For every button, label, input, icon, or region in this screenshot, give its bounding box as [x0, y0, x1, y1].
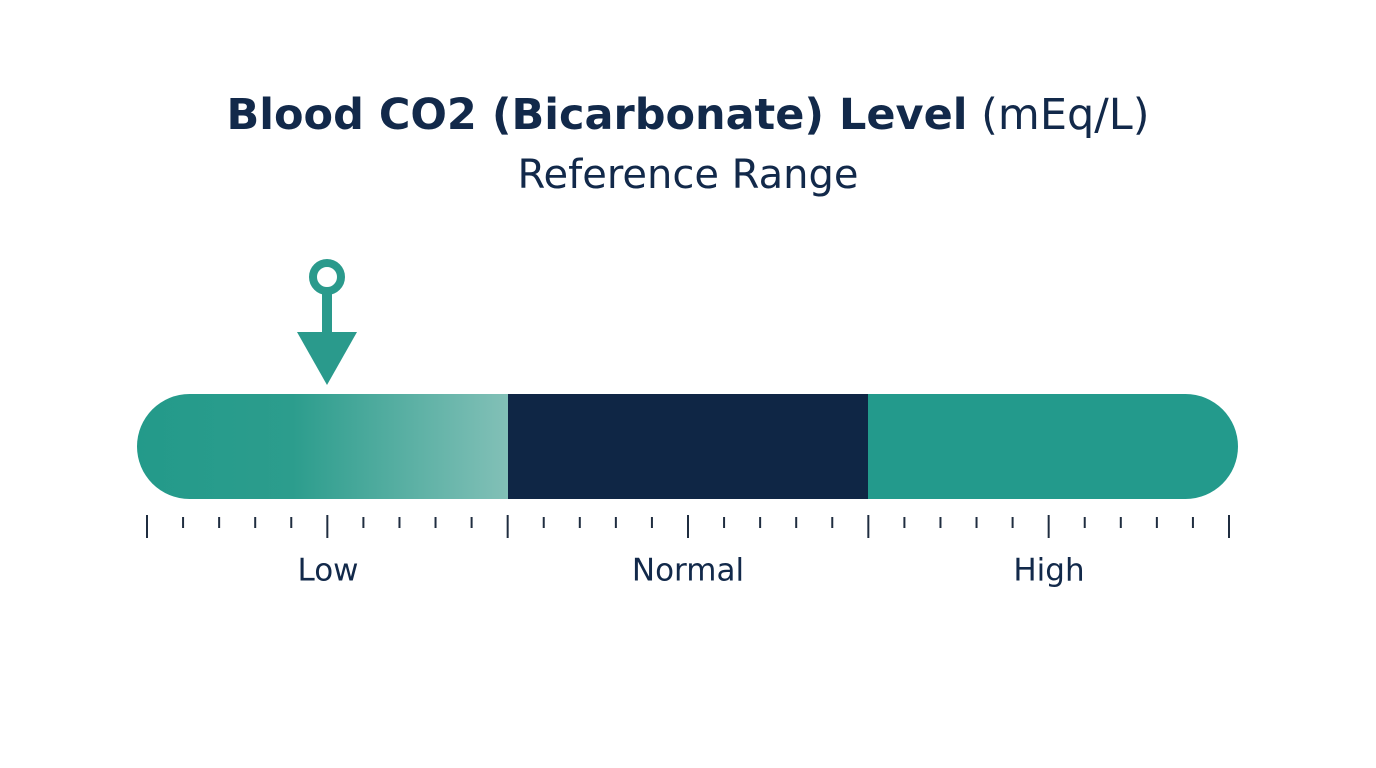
marker	[297, 259, 357, 385]
segment-label: Low	[297, 553, 358, 589]
segment-label: High	[1013, 553, 1084, 589]
unit: (mEq/L)	[981, 90, 1150, 140]
range-bar	[137, 394, 1238, 499]
subtitle: Reference Range	[517, 152, 859, 198]
marker-arrow	[297, 332, 357, 385]
tick-row	[146, 515, 1230, 538]
low-segment	[137, 394, 508, 499]
title: Blood CO2 (Bicarbonate) Level	[226, 90, 968, 140]
title-row: Blood CO2 (Bicarbonate) Level (mEq/L)	[0, 90, 1376, 140]
high-segment	[868, 394, 1238, 499]
normal-segment	[508, 394, 868, 499]
segment-label: Normal	[632, 553, 744, 589]
marker-head	[309, 259, 345, 295]
